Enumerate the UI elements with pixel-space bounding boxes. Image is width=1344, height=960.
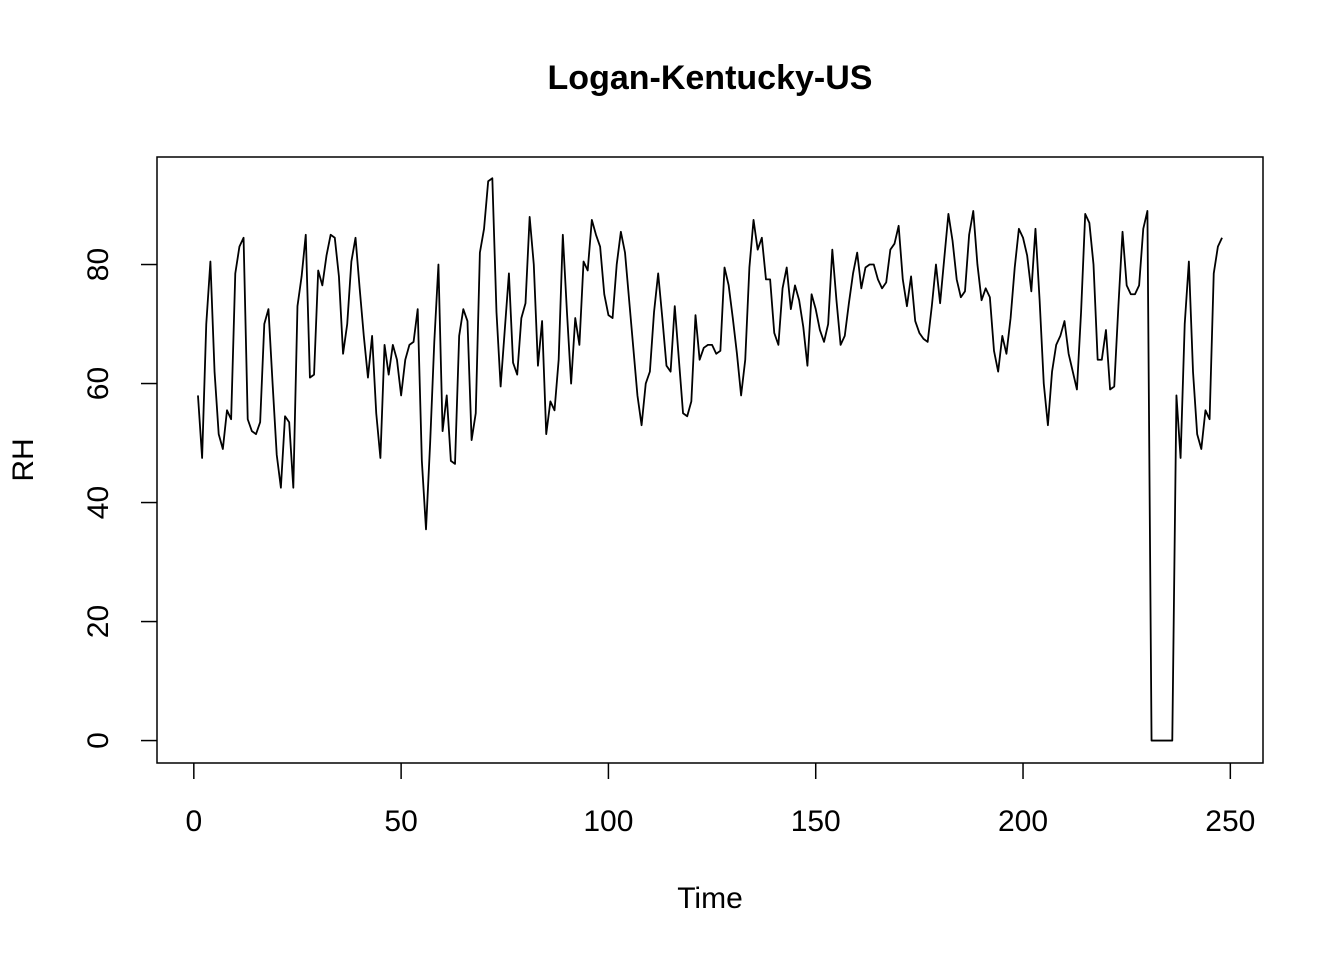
chart-title: Logan-Kentucky-US: [548, 59, 873, 97]
y-axis-label: RH: [7, 438, 40, 481]
y-tick-label: 60: [82, 367, 115, 400]
x-tick-label: 200: [998, 805, 1048, 838]
y-tick-label: 40: [82, 486, 115, 519]
y-tick-label: 0: [82, 732, 115, 749]
data-line: [197, 177, 1223, 742]
x-tick-label: 150: [791, 805, 841, 838]
plot-box: [156, 156, 1264, 764]
x-tick-label: 50: [384, 805, 417, 838]
x-tick-label: 250: [1205, 805, 1255, 838]
y-tick-label: 80: [82, 248, 115, 281]
x-tick-label: 100: [583, 805, 633, 838]
x-axis-label: Time: [677, 882, 743, 915]
x-tick-label: 0: [185, 805, 202, 838]
y-tick-label: 20: [82, 605, 115, 638]
